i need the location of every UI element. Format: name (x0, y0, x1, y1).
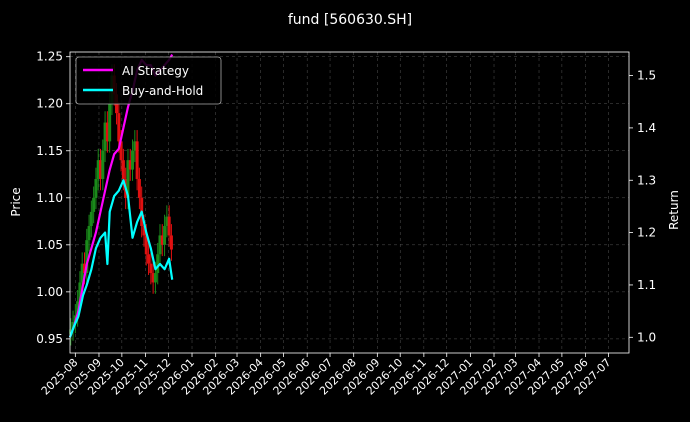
y-tick-label-right: 1.2 (637, 226, 656, 240)
candle-body (142, 226, 146, 236)
candle-body (133, 141, 137, 151)
candle-body (158, 235, 162, 255)
candle-body (126, 160, 130, 198)
candle-body (147, 254, 151, 264)
y-tick-label-right: 1.1 (637, 278, 656, 292)
candle-body (94, 178, 98, 198)
candle-body (87, 226, 91, 241)
candle-body (160, 235, 164, 245)
candle-body (156, 254, 160, 274)
candle-body (151, 273, 155, 283)
legend-label-ai-strategy: AI Strategy (122, 64, 189, 78)
candle-body (99, 160, 103, 179)
y-tick-label-left: 1.20 (36, 97, 63, 111)
y-tick-label-left: 1.15 (36, 144, 63, 158)
y-axis-right: 1.0 1.1 1.2 1.3 1.4 1.5 (629, 69, 656, 344)
chart-title: fund [560630.SH] (288, 12, 412, 28)
candle-body (119, 141, 123, 161)
legend: AI Strategy Buy-and-Hold (75, 56, 222, 105)
candle-body (165, 216, 169, 227)
y-tick-label-right: 1.0 (637, 330, 656, 344)
candle-body (135, 141, 139, 179)
candle-body (103, 122, 107, 151)
plot-frame (69, 51, 630, 354)
candle-body (80, 263, 84, 283)
candle-body (163, 226, 167, 245)
line-buy-and-hold (68, 179, 174, 338)
y-tick-label-right: 1.4 (637, 121, 656, 135)
y-axis-left: 0.95 1.00 1.05 1.10 1.15 1.20 1.25 (36, 50, 70, 346)
candle-body (137, 178, 141, 198)
y-axis-right-label: Return (667, 190, 681, 230)
candle-body (96, 160, 100, 179)
candle-body (153, 273, 157, 283)
candle-body (78, 282, 82, 302)
y-tick-label-right: 1.3 (637, 173, 656, 187)
candle-body (149, 263, 153, 274)
candle-body (117, 113, 121, 142)
candle-body (82, 263, 86, 274)
y-tick-label-left: 1.25 (36, 50, 63, 64)
y-tick-label-left: 0.95 (36, 332, 63, 346)
y-tick-label-left: 1.05 (36, 238, 63, 252)
candle-body (101, 150, 105, 179)
y-tick-label-right: 1.5 (637, 69, 656, 83)
candle-body (169, 235, 173, 250)
candle-body (89, 211, 93, 227)
candle-body (105, 122, 109, 142)
candle-body (167, 216, 171, 236)
candle-body (76, 301, 80, 316)
candle-body (108, 103, 112, 142)
candle-body (131, 150, 135, 170)
candle-body (121, 160, 125, 179)
candle-body (92, 197, 96, 212)
candle-body (85, 240, 89, 274)
candle-body (69, 329, 73, 335)
y-tick-label-left: 1.10 (36, 191, 63, 205)
candle-body (128, 160, 132, 170)
legend-label-buy-and-hold: Buy-and-Hold (122, 84, 203, 98)
y-tick-label-left: 1.00 (36, 285, 63, 299)
candle-body (144, 235, 148, 255)
y-axis-left-label: Price (9, 187, 23, 216)
